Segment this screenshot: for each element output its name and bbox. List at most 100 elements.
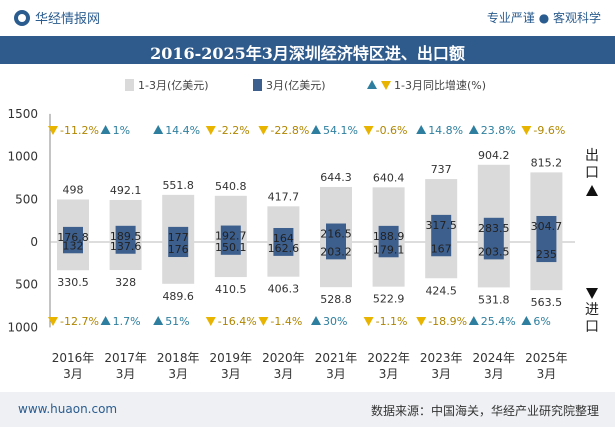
label-export-ytd: 551.8 bbox=[162, 179, 194, 192]
label-export-month: 192.7 bbox=[215, 230, 247, 243]
growth-import-label: 6% bbox=[533, 315, 550, 328]
label-import-ytd: 522.9 bbox=[373, 293, 405, 306]
legend-up-triangle-icon bbox=[367, 80, 377, 89]
label-import-ytd: 489.6 bbox=[162, 290, 194, 303]
bar-import-month bbox=[168, 242, 189, 258]
growth-export-label: -0.6% bbox=[376, 124, 408, 137]
legend-down-triangle-icon bbox=[381, 81, 391, 90]
x-tick-label-month: 3月 bbox=[63, 367, 83, 381]
label-export-month: 176.8 bbox=[57, 231, 89, 244]
side-label-export: 出口 bbox=[585, 148, 599, 181]
side-label-import: 进口 bbox=[585, 302, 599, 335]
label-import-month: 162.6 bbox=[268, 242, 300, 255]
label-export-ytd: 640.4 bbox=[373, 171, 405, 184]
data-source: 数据来源：中国海关，华经产业研究院整理 bbox=[370, 404, 599, 418]
bar-import-month bbox=[273, 242, 294, 256]
bar-import-month bbox=[378, 242, 399, 258]
growth-export-up-icon bbox=[311, 125, 321, 134]
label-export-ytd: 417.7 bbox=[268, 190, 300, 203]
chart-title: 2016-2025年3月深圳经济特区进、出口额 bbox=[150, 44, 465, 63]
growth-import-down-icon bbox=[416, 317, 427, 326]
label-export-month: 216.5 bbox=[320, 228, 352, 241]
growth-import-down-icon bbox=[48, 317, 58, 326]
growth-export-label: 23.8% bbox=[481, 124, 516, 137]
site-url[interactable]: www.huaon.com bbox=[18, 402, 118, 416]
legend-label-month: 3月(亿美元) bbox=[266, 79, 326, 92]
label-import-month: 167 bbox=[431, 242, 452, 255]
x-tick-label-year: 2020年 bbox=[262, 351, 305, 365]
growth-import-label: -1.4% bbox=[270, 315, 302, 328]
growth-export-down-icon bbox=[48, 126, 58, 135]
bar-export-month bbox=[115, 225, 136, 242]
growth-import-down-icon bbox=[258, 317, 269, 326]
growth-export-up-icon bbox=[153, 125, 164, 134]
label-import-month: 176 bbox=[168, 243, 189, 256]
label-import-ytd: 563.5 bbox=[531, 296, 563, 309]
footer: www.huaon.com 数据来源：中国海关，华经产业研究院整理 bbox=[0, 392, 615, 427]
label-export-month: 317.5 bbox=[425, 219, 457, 232]
growth-import-up-icon bbox=[153, 316, 164, 325]
label-export-month: 283.5 bbox=[478, 222, 510, 235]
label-export-month: 189.5 bbox=[110, 230, 142, 243]
label-export-month: 188.9 bbox=[373, 230, 405, 243]
legend-swatch-ytd bbox=[125, 79, 134, 91]
bar-export-month bbox=[220, 225, 241, 242]
bar-export-month bbox=[168, 226, 189, 242]
label-import-month: 179.1 bbox=[373, 243, 405, 256]
label-import-month: 203.5 bbox=[478, 245, 510, 258]
y-tick-label: 0 bbox=[30, 235, 38, 249]
y-tick-label: 1000 bbox=[7, 320, 38, 334]
bar-export-month bbox=[63, 226, 83, 242]
x-tick-label-year: 2021年 bbox=[315, 351, 358, 365]
label-export-month: 304.7 bbox=[531, 220, 563, 233]
x-tick-label-month: 3月 bbox=[484, 367, 504, 381]
bar-export-month bbox=[273, 227, 294, 242]
x-tick-label-month: 3月 bbox=[221, 367, 241, 381]
x-tick-label-month: 3月 bbox=[431, 367, 451, 381]
x-tick-label-month: 3月 bbox=[116, 367, 136, 381]
x-tick-label-year: 2025年 bbox=[525, 351, 568, 365]
title-bar: 2016-2025年3月深圳经济特区进、出口额 bbox=[0, 36, 615, 64]
x-tick-label-month: 3月 bbox=[274, 367, 294, 381]
growth-import-label: 51% bbox=[165, 315, 189, 328]
bar-export-month bbox=[326, 223, 346, 242]
brand-logo-icon bbox=[14, 9, 30, 26]
legend-label-growth: 1-3月同比增速(%) bbox=[394, 78, 486, 92]
x-tick-label-year: 2018年 bbox=[157, 351, 200, 365]
growth-export-label: 14.4% bbox=[165, 124, 200, 137]
bar-import-month bbox=[483, 242, 504, 260]
y-tick-label: 500 bbox=[15, 192, 38, 206]
export-arrow-up-icon bbox=[586, 185, 598, 196]
growth-import-up-icon bbox=[100, 316, 111, 325]
label-export-month: 164 bbox=[273, 232, 294, 245]
label-export-ytd: 737 bbox=[431, 163, 452, 176]
growth-export-up-icon bbox=[416, 125, 427, 134]
label-export-ytd: 904.2 bbox=[478, 149, 510, 162]
legend-swatch-month bbox=[253, 79, 262, 91]
label-export-ytd: 644.3 bbox=[320, 171, 352, 184]
bar-import-month bbox=[63, 242, 83, 254]
import-arrow-down-icon bbox=[586, 288, 598, 299]
growth-export-down-icon bbox=[258, 126, 269, 135]
growth-export-down-icon bbox=[521, 126, 532, 135]
label-import-ytd: 406.3 bbox=[268, 283, 300, 296]
tagline: 专业严谨 ● 客观科学 bbox=[486, 11, 601, 25]
growth-export-label: 54.1% bbox=[323, 124, 358, 137]
bar-export-month bbox=[536, 215, 557, 242]
label-import-month: 235 bbox=[536, 248, 557, 261]
growth-import-up-icon bbox=[468, 316, 479, 325]
growth-import-down-icon bbox=[363, 317, 374, 326]
label-import-month: 203.2 bbox=[320, 245, 352, 258]
bar-export-month bbox=[483, 217, 504, 242]
growth-import-label: 1.7% bbox=[113, 315, 141, 328]
growth-export-up-icon bbox=[468, 125, 479, 134]
label-import-ytd: 328 bbox=[115, 276, 136, 289]
growth-export-label: -2.2% bbox=[218, 124, 250, 137]
growth-import-up-icon bbox=[521, 316, 532, 325]
label-import-month: 137.6 bbox=[110, 240, 142, 253]
y-tick-label: 1500 bbox=[7, 107, 38, 121]
x-tick-label-year: 2023年 bbox=[420, 351, 463, 365]
bar-import-month bbox=[326, 242, 346, 260]
y-tick-label: 1000 bbox=[7, 150, 38, 164]
